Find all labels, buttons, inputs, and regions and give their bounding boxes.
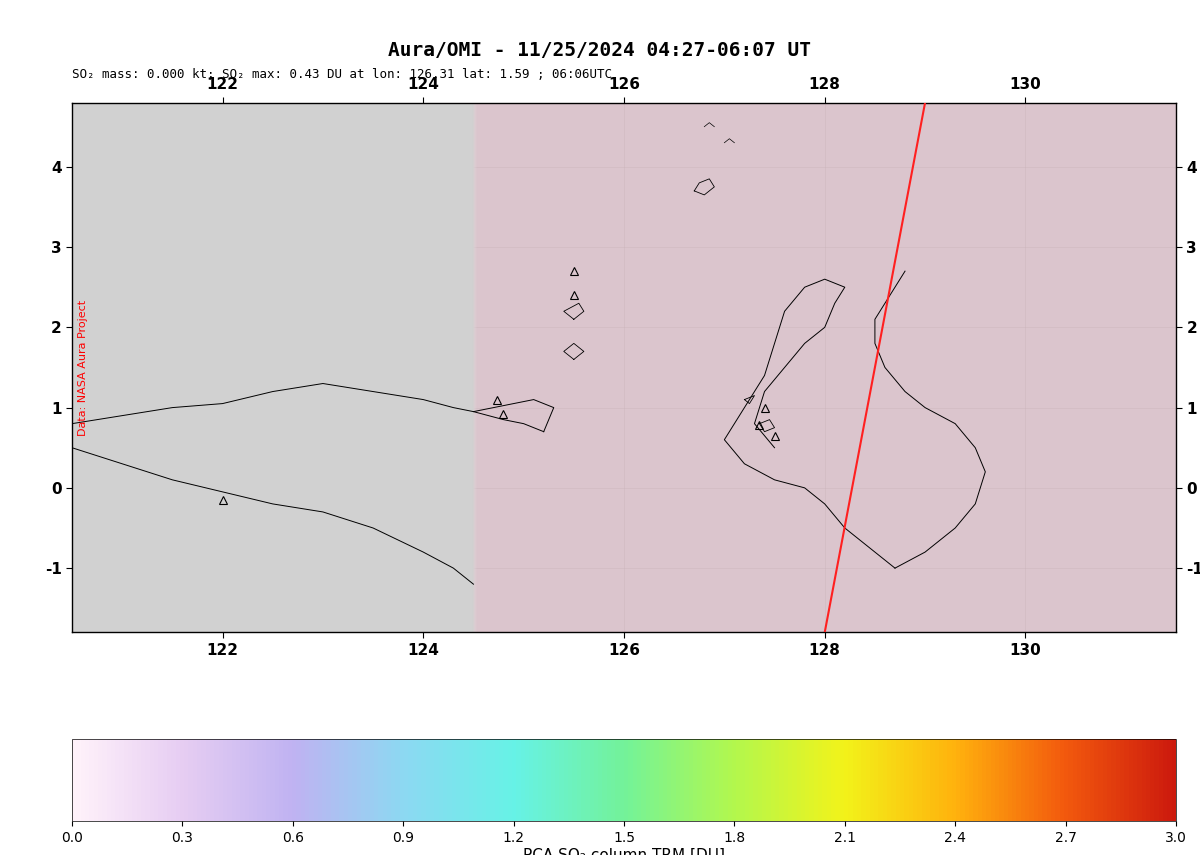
Text: SO₂ mass: 0.000 kt; SO₂ max: 0.43 DU at lon: 126.31 lat: 1.59 ; 06:06UTC: SO₂ mass: 0.000 kt; SO₂ max: 0.43 DU at … — [72, 68, 612, 81]
Text: Aura/OMI - 11/25/2024 04:27-06:07 UT: Aura/OMI - 11/25/2024 04:27-06:07 UT — [389, 41, 811, 60]
X-axis label: PCA SO₂ column TRM [DU]: PCA SO₂ column TRM [DU] — [523, 847, 725, 855]
Text: Data: NASA Aura Project: Data: NASA Aura Project — [78, 299, 88, 435]
Bar — [72, 103, 424, 633]
